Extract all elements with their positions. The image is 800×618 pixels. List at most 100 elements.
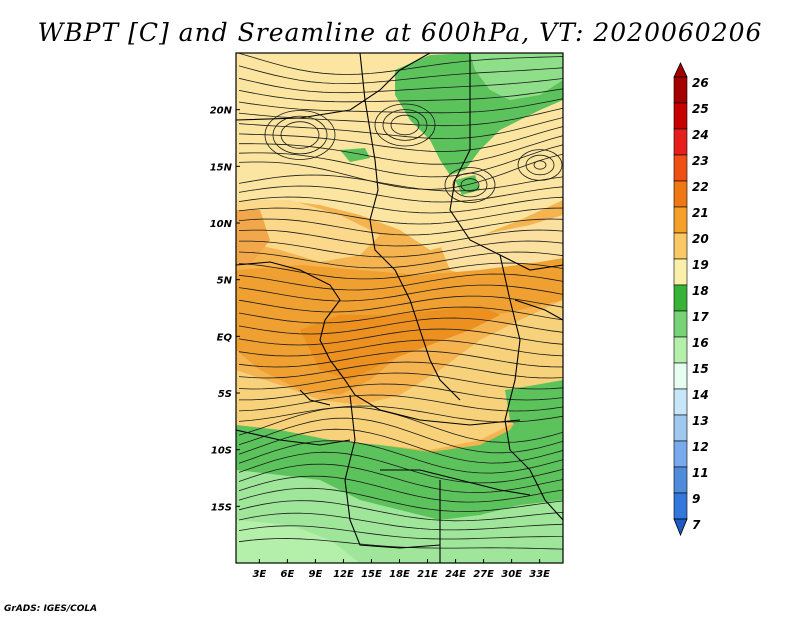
- colorbar-swatch: [673, 310, 688, 338]
- colorbar-label: 19: [692, 258, 709, 272]
- streamline: [533, 160, 547, 170]
- colorbar-swatch: [673, 206, 688, 234]
- colorbar-label: 20: [692, 232, 709, 246]
- colorbar-swatch: [673, 180, 688, 208]
- x-tick-label: 9E: [309, 569, 323, 580]
- streamline: [238, 126, 563, 152]
- colorbar-swatch: [673, 154, 688, 182]
- streamline: [238, 475, 563, 503]
- y-tick-label: 10N: [210, 219, 233, 230]
- streamline: [238, 273, 563, 291]
- y-tick-label: 5N: [217, 276, 233, 287]
- x-tick-label: 30E: [501, 569, 522, 580]
- colorbar-swatch: [673, 102, 688, 130]
- streamline: [238, 512, 563, 531]
- colorbar-swatch: [673, 232, 688, 260]
- streamline: [238, 350, 563, 368]
- streamline: [517, 149, 563, 181]
- colorbar-label: 18: [692, 284, 709, 298]
- colorbar-label: 11: [692, 466, 709, 480]
- streamline: [238, 117, 563, 140]
- x-axis: 3E 6E 9E 12E 15E 18E 21E 24E 27E 30E 33E: [252, 559, 550, 580]
- field-lightgreen-sw: [236, 520, 360, 563]
- colorbar-swatch: [673, 258, 688, 286]
- field-green-ne-2: [470, 53, 563, 100]
- colorbar-label: 25: [692, 102, 709, 116]
- streamlines: [238, 53, 563, 550]
- colorbar-swatch: [673, 388, 688, 416]
- streamline: [390, 114, 420, 136]
- streamline: [238, 77, 563, 94]
- streamline: [238, 463, 563, 494]
- streamline: [238, 295, 563, 313]
- x-tick-label: 21E: [417, 569, 438, 580]
- colorbar-swatch: [673, 336, 688, 364]
- field-yellow-2: [236, 200, 380, 262]
- streamline: [238, 405, 563, 423]
- streamline: [238, 361, 563, 379]
- colorbar-swatch: [673, 128, 688, 156]
- country-borders: [236, 53, 563, 563]
- colorbar-top-arrow: [673, 62, 688, 78]
- streamline: [239, 135, 563, 165]
- streamline: [238, 229, 563, 247]
- streamline: [238, 306, 563, 324]
- colorbar-label: 21: [692, 206, 709, 220]
- x-tick-label: 24E: [445, 569, 466, 580]
- colorbar-label: 24: [692, 128, 709, 142]
- streamline: [238, 451, 563, 484]
- colorbar-label: 14: [692, 388, 709, 402]
- streamline: [238, 144, 563, 178]
- streamline: [382, 109, 428, 141]
- streamline: [238, 440, 563, 474]
- colorbar-swatch: [673, 76, 688, 104]
- y-tick-label: 20N: [210, 106, 233, 117]
- x-tick-label: 12E: [333, 569, 354, 580]
- streamline: [238, 328, 563, 346]
- colorbar-label: 17: [692, 310, 709, 324]
- x-tick-label: 33E: [529, 569, 550, 580]
- streamline: [238, 98, 563, 114]
- colorbar-swatch: [673, 492, 688, 520]
- y-tick-label: EQ: [217, 332, 233, 343]
- streamline: [238, 428, 563, 464]
- y-axis: 20N 15N 10N 5N EQ 5S 10S 15S: [210, 106, 240, 513]
- field-orange-west: [236, 210, 270, 265]
- streamline: [238, 406, 563, 443]
- streamline: [238, 251, 563, 269]
- streamline: [238, 88, 563, 103]
- field-green-patch: [340, 148, 370, 162]
- x-tick-label: 15E: [361, 569, 382, 580]
- colorbar-bottom-arrow: [673, 518, 688, 537]
- streamline: [238, 174, 563, 192]
- y-tick-label: 15S: [211, 502, 232, 513]
- streamline: [238, 500, 563, 522]
- field-orange-core: [300, 305, 500, 380]
- colorbar-swatch: [673, 466, 688, 494]
- y-tick-label: 15N: [210, 162, 233, 173]
- streamline: [238, 153, 563, 190]
- colorbar-label: 7: [692, 518, 701, 532]
- chart-title: WBPT [C] and Sreamline at 600hPa, VT: 20…: [37, 18, 763, 47]
- colorbar-label: 15: [692, 362, 709, 376]
- colorbar-label: 22: [692, 180, 709, 194]
- colorbar-swatch: [673, 414, 688, 442]
- colorbar-label: 23: [692, 154, 709, 168]
- colorbar-swatch: [673, 284, 688, 312]
- colorbar-label: 9: [692, 492, 700, 506]
- streamline: [374, 103, 436, 147]
- colorbar-swatch: [673, 440, 688, 468]
- streamline: [280, 121, 320, 149]
- colorbar-swatch: [673, 362, 688, 390]
- x-tick-label: 3E: [252, 569, 266, 580]
- colorbar-label: 12: [692, 440, 709, 454]
- y-tick-label: 10S: [211, 446, 232, 457]
- streamline: [525, 154, 555, 176]
- colorbar-label: 16: [692, 336, 709, 350]
- streamline: [444, 167, 496, 203]
- streamline: [238, 317, 563, 335]
- streamline: [238, 525, 563, 540]
- x-tick-label: 27E: [473, 569, 494, 580]
- streamline: [238, 262, 563, 280]
- streamline: [239, 383, 563, 401]
